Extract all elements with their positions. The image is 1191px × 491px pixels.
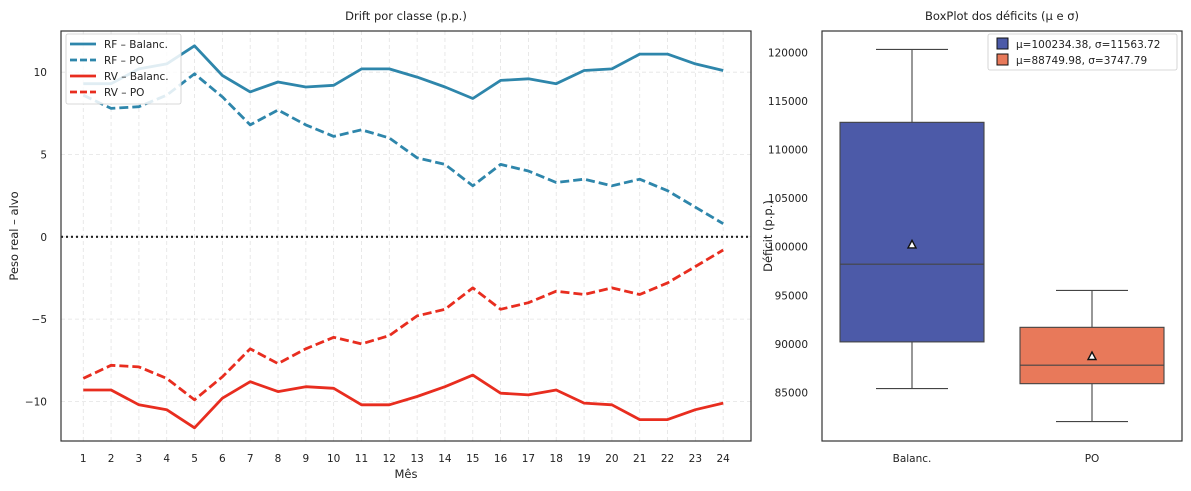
line-series-group xyxy=(82,44,724,430)
box-mean-marker xyxy=(1086,350,1098,361)
left-legend: RF – Balanc. RF – PO RV – Balanc. RV – PO xyxy=(65,33,182,105)
right-chart-title: BoxPlot dos déficits (μ e σ) xyxy=(925,9,1079,23)
right-legend-frame xyxy=(987,33,1178,71)
x-tick-label: 20 xyxy=(605,453,618,465)
series-line-rf-balanc xyxy=(83,44,724,100)
y-tick-label: 120000 xyxy=(768,47,808,59)
x-tick-label: 17 xyxy=(522,453,535,465)
x-tick-label: 14 xyxy=(438,453,452,465)
left-plot-frame xyxy=(60,30,752,442)
x-tick-label: 1 xyxy=(80,453,87,465)
y-tick-label: 5 xyxy=(40,149,47,161)
deficit-box-chart: BoxPlot dos déficits (μ e σ) Balanc. PO 8… xyxy=(761,9,1183,465)
legend-swatch xyxy=(996,53,1009,66)
x-category-label: Balanc. xyxy=(893,453,932,465)
x-tick-label: 23 xyxy=(689,453,702,465)
x-tick-label: 12 xyxy=(383,453,396,465)
x-tick-label: 7 xyxy=(247,453,254,465)
x-tick-label: 6 xyxy=(219,453,226,465)
box-group xyxy=(839,48,1165,423)
y-tick-label: 85000 xyxy=(775,387,808,399)
x-tick-label: 11 xyxy=(355,453,368,465)
y-tick-label: −5 xyxy=(32,314,47,326)
x-tick-label: 13 xyxy=(410,453,423,465)
x-tick-label: 3 xyxy=(136,453,143,465)
y-tick-label: 90000 xyxy=(775,339,808,351)
drift-line-chart: Drift por classe (p.p.) 1 2 3 4 5 6 7 8 9 10 11 12 1… xyxy=(7,9,752,481)
legend-label: μ=100234.38, σ=11563.72 xyxy=(1016,39,1161,51)
legend-label: RV – PO xyxy=(104,87,144,99)
x-tick-label: 16 xyxy=(494,453,508,465)
right-x-tick-labels: Balanc. PO xyxy=(893,453,1100,465)
y-tick-label: 0 xyxy=(40,232,47,244)
x-tick-label: 15 xyxy=(466,453,479,465)
left-chart-title: Drift por classe (p.p.) xyxy=(345,9,467,23)
legend-label: RF – PO xyxy=(104,55,144,67)
x-tick-label: 10 xyxy=(327,453,340,465)
x-category-label: PO xyxy=(1085,453,1100,465)
left-x-tick-labels: 1 2 3 4 5 6 7 8 9 10 11 12 13 14 15 16 17 18 19 20 21 22 23 24 xyxy=(80,453,730,465)
x-tick-label: 4 xyxy=(163,453,170,465)
y-tick-label: 100000 xyxy=(768,242,808,254)
left-y-tick-labels: −10 −5 0 5 10 xyxy=(25,67,47,408)
x-tick-label: 9 xyxy=(302,453,309,465)
legend-label: μ=88749.98, σ=3747.79 xyxy=(1016,55,1147,67)
x-tick-label: 5 xyxy=(191,453,198,465)
x-tick-label: 19 xyxy=(577,453,590,465)
x-tick-label: 8 xyxy=(275,453,282,465)
x-tick-label: 21 xyxy=(633,453,646,465)
y-tick-label: 10 xyxy=(34,67,47,79)
legend-label: RV – Balanc. xyxy=(104,71,169,83)
right-legend: μ=100234.38, σ=11563.72 μ=88749.98, σ=374… xyxy=(987,33,1178,71)
legend-swatch xyxy=(996,37,1009,50)
y-tick-label: 95000 xyxy=(775,290,808,302)
y-tick-label: 110000 xyxy=(768,145,808,157)
left-legend-frame xyxy=(65,33,182,105)
left-y-axis-label: Peso real – alvo xyxy=(7,191,21,280)
x-tick-label: 2 xyxy=(108,453,115,465)
x-tick-label: 22 xyxy=(661,453,674,465)
y-tick-label: 115000 xyxy=(768,96,808,108)
right-plot-frame xyxy=(821,30,1183,442)
series-line-rv-po xyxy=(82,248,724,402)
legend-label: RF – Balanc. xyxy=(104,39,168,51)
box-body xyxy=(839,121,985,343)
right-y-axis-label: Déficit (p.p.) xyxy=(761,200,775,272)
series-line-rv-balanc xyxy=(83,373,724,430)
x-tick-label: 24 xyxy=(716,453,730,465)
series-line-rf-po xyxy=(82,72,724,225)
box-mean-marker xyxy=(906,238,918,249)
left-x-axis-label: Mês xyxy=(395,467,418,481)
y-tick-label: −10 xyxy=(25,396,47,408)
right-y-tick-labels: 85000 90000 95000 100000 105000 110000 115000 1… xyxy=(768,47,808,399)
x-tick-label: 18 xyxy=(550,453,563,465)
y-tick-label: 105000 xyxy=(768,193,808,205)
